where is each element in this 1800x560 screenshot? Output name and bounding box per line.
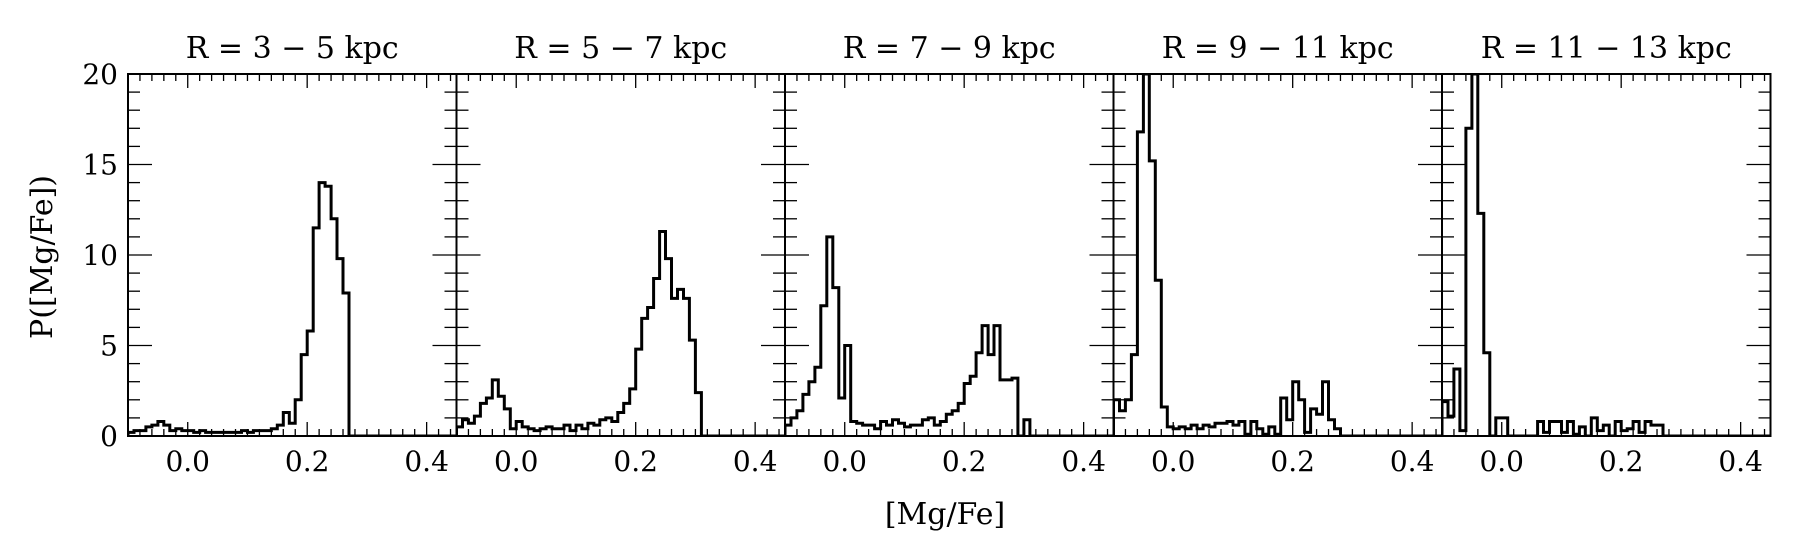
panel-5: 0.0 0.2 0.4 R = 11 − 13 kpc (1441, 31, 1772, 478)
x-tick-label: 0.0 (1151, 445, 1196, 478)
histogram-series (456, 230, 785, 436)
panel-title: R = 9 − 11 kpc (1162, 31, 1394, 66)
panel-frame (455, 73, 786, 437)
x-tick-label: 0.4 (404, 445, 449, 478)
x-tick-label: 0.0 (822, 445, 867, 478)
y-tick-label: 15 (82, 149, 118, 182)
panel-title: R = 3 − 5 kpc (186, 31, 399, 66)
y-axis-label: P([Mg/Fe]) (25, 175, 60, 339)
x-axis-label: [Mg/Fe] (885, 497, 1005, 532)
y-tick-label: 0 (100, 420, 118, 453)
y-tick-label: 5 (100, 330, 118, 363)
y-tick-label: 10 (82, 239, 118, 272)
panel-title: R = 5 − 7 kpc (514, 31, 727, 66)
panel-3: 0.0 0.2 0.4 R = 7 − 9 kpc (784, 31, 1115, 478)
panel-title: R = 7 − 9 kpc (843, 31, 1056, 66)
panel-title: R = 11 − 13 kpc (1481, 31, 1732, 66)
histogram-series (785, 235, 1114, 436)
x-tick-label: 0.2 (613, 445, 658, 478)
histogram-series (128, 181, 457, 436)
x-tick-label: 0.0 (1479, 445, 1524, 478)
histogram-series (1113, 74, 1442, 436)
x-tick-label: 0.2 (1270, 445, 1315, 478)
x-tick-label: 0.2 (285, 445, 330, 478)
x-tick-label: 0.4 (1061, 445, 1106, 478)
x-tick-label: 0.2 (1599, 445, 1644, 478)
panel-2: 0.0 0.2 0.4 R = 5 − 7 kpc (455, 31, 786, 478)
x-tick-label: 0.2 (942, 445, 987, 478)
panels-group: 0.0 0.2 0.4 0 5 10 15 20 R = 3 − 5 kpc 0.0 0.2 0.4 R… (82, 31, 1772, 478)
x-tick-label: 0.0 (494, 445, 539, 478)
y-tick-label: 20 (82, 58, 118, 91)
x-tick-label: 0.0 (165, 445, 210, 478)
x-tick-label: 0.4 (1390, 445, 1435, 478)
panel-4: 0.0 0.2 0.4 R = 9 − 11 kpc (1112, 31, 1443, 478)
x-tick-label: 0.4 (733, 445, 778, 478)
histogram-series (1442, 74, 1771, 436)
panel-1: 0.0 0.2 0.4 0 5 10 15 20 R = 3 − 5 kpc (82, 31, 458, 478)
x-tick-label: 0.4 (1718, 445, 1763, 478)
panel-frame (127, 73, 458, 437)
